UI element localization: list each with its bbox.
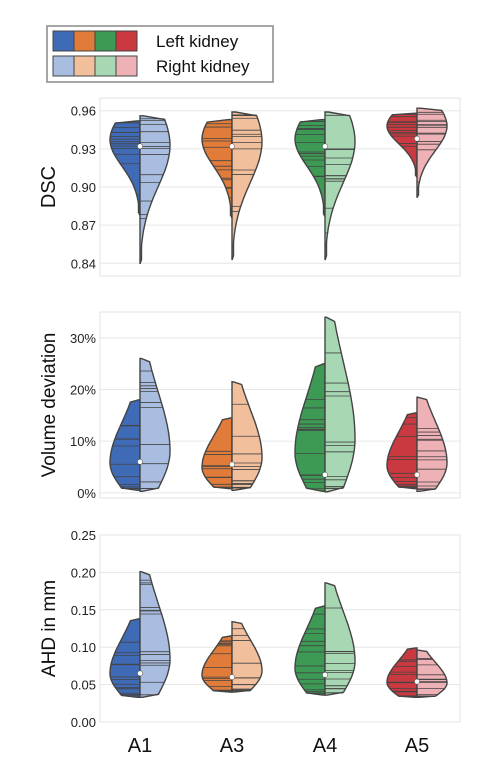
violin-half-left: [201, 118, 233, 219]
violin-A5: [386, 396, 448, 493]
legend-swatch: [94, 55, 117, 77]
y-axis-label: Volume deviation: [39, 333, 60, 478]
y-tick-label: 10%: [70, 434, 96, 449]
violin-A4: [294, 111, 356, 261]
legend-label: Right kidney: [156, 57, 250, 76]
median-marker: [322, 672, 328, 678]
y-tick-label: 0.93: [71, 142, 96, 157]
violin-A5: [386, 107, 448, 198]
y-tick-label: 0.25: [71, 528, 96, 543]
y-tick-label: 0.05: [71, 678, 96, 693]
violin-half-right: [139, 570, 171, 699]
violin-half-right: [324, 111, 356, 261]
violin-A3: [201, 621, 263, 693]
y-tick-label: 30%: [70, 331, 96, 346]
x-tick-label: A4: [313, 735, 337, 757]
violin-half-right: [139, 357, 171, 493]
legend-swatch: [115, 55, 138, 77]
violin-half-left: [109, 618, 141, 699]
median-marker: [322, 471, 328, 478]
x-tick-label: A5: [405, 735, 429, 757]
violin-half-right: [416, 649, 448, 699]
violin-half-left: [386, 112, 418, 178]
plot-frame: [99, 311, 461, 499]
violin-half-left: [109, 399, 141, 492]
legend-swatch: [94, 30, 117, 52]
y-tick-label: 0%: [77, 486, 96, 501]
violin-half-right: [324, 316, 356, 493]
y-tick-label: 0.96: [71, 104, 96, 119]
panel-3: 0.00 0.05 0.10 0.15 0.20 0.25 AHD in mm: [39, 528, 461, 730]
x-tick-label: A3: [220, 735, 244, 757]
panel-2: 0% 10% 20% 30% Volume deviation: [39, 311, 461, 501]
legend-swatch: [73, 55, 96, 77]
violin-half-right: [416, 107, 448, 198]
median-marker: [137, 143, 143, 150]
violin-A5: [386, 647, 448, 699]
legend-label: Left kidney: [156, 32, 239, 51]
panel-1: 0.84 0.87 0.90 0.93 0.96 DSC: [38, 97, 461, 277]
legend-swatch: [73, 30, 96, 52]
violin-half-right: [324, 582, 356, 696]
y-tick-label: 0.90: [71, 180, 96, 195]
legend: Left kidney Right kidney: [46, 25, 274, 83]
violin-A1: [109, 115, 171, 265]
violin-half-left: [294, 605, 326, 696]
violin-half-right: [139, 115, 171, 265]
y-axis-label: AHD in mm: [39, 580, 60, 677]
violin-half-right: [231, 621, 263, 693]
median-marker: [229, 674, 235, 680]
x-tick-label: A1: [128, 735, 152, 757]
violin-A3: [201, 111, 263, 261]
median-marker: [137, 670, 143, 677]
violin-half-left: [386, 412, 418, 490]
median-marker: [414, 471, 420, 478]
y-tick-label: 20%: [70, 383, 96, 398]
y-tick-label: 0.10: [71, 640, 96, 655]
legend-swatch: [52, 30, 75, 52]
y-tick-label: 0.15: [71, 603, 96, 618]
median-marker: [229, 461, 235, 468]
violin-half-right: [416, 396, 448, 493]
median-marker: [414, 678, 420, 685]
y-tick-label: 0.87: [71, 218, 96, 233]
median-marker: [322, 143, 328, 150]
violin-A3: [201, 381, 263, 492]
y-tick-label: 0.00: [71, 715, 96, 730]
median-marker: [137, 458, 143, 465]
violin-A4: [294, 582, 356, 696]
y-axis-label: DSC: [38, 166, 60, 208]
legend-swatch: [52, 55, 75, 77]
median-marker: [229, 143, 235, 150]
violin-A1: [109, 357, 171, 493]
y-tick-label: 0.20: [71, 565, 96, 580]
plots: 0.84 0.87 0.90 0.93 0.96 DSC 0% 10% 20% 30% Volume…: [38, 97, 461, 730]
y-tick-label: 0.84: [71, 256, 96, 271]
legend-swatch: [115, 30, 138, 52]
x-axis: A1 A3 A4 A5: [128, 735, 429, 757]
median-marker: [414, 135, 420, 142]
violin-half-left: [386, 647, 418, 699]
violin-A1: [109, 570, 171, 699]
violin-A4: [294, 316, 356, 493]
violin-half-left: [201, 417, 233, 490]
violin-half-left: [109, 120, 141, 216]
